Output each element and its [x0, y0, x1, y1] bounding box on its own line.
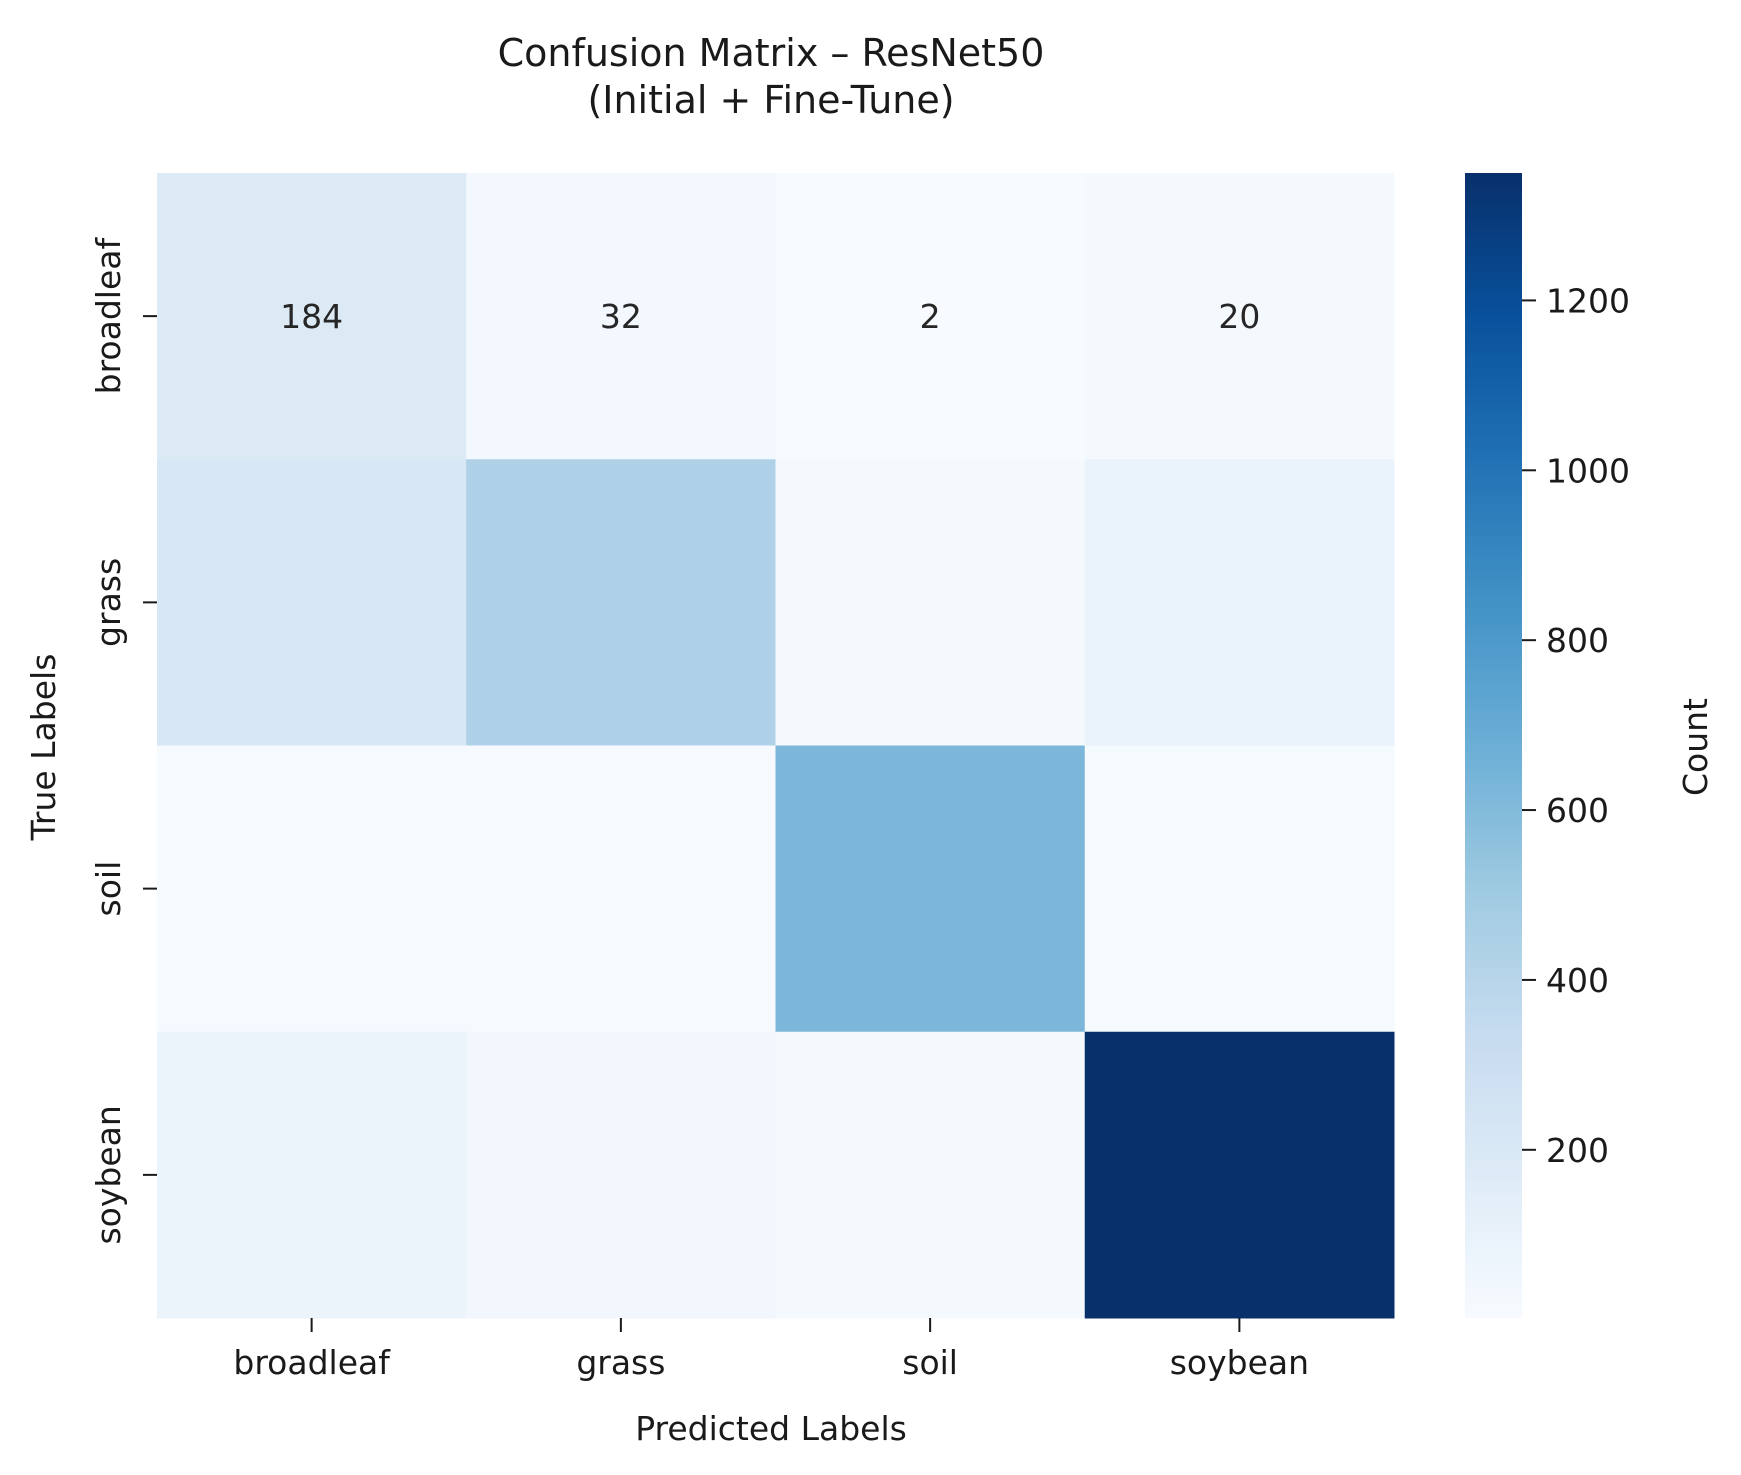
heatmap-cell-broadleaf-broadleaf: [157, 173, 467, 460]
heatmap-cell-soil-grass: [466, 745, 776, 1033]
x-axis-label: Predicted Labels: [635, 1409, 907, 1448]
x-tick-label: soil: [902, 1343, 958, 1382]
colorbar: [1465, 173, 1522, 1318]
y-tick-label: grass: [89, 558, 128, 647]
heatmap-cell-soybean-soybean: [1084, 1031, 1395, 1319]
colorbar-tick-label: 400: [1546, 961, 1609, 1000]
heatmap-cell-soil-broadleaf: [157, 745, 467, 1033]
heatmap-cell-soybean-grass: [466, 1031, 776, 1319]
heatmap-cell-grass-soil: [775, 459, 1086, 746]
cell-annotation: 184: [280, 297, 343, 336]
colorbar-label: Count: [1676, 698, 1715, 796]
heatmap-cell-soybean-soil: [775, 1031, 1086, 1319]
heatmap-cell-broadleaf-soybean: [1084, 173, 1395, 460]
colorbar-tick-label: 800: [1546, 621, 1609, 660]
heatmap-cells: [157, 173, 1395, 1319]
cell-annotation: 32: [600, 297, 642, 336]
x-tick-label: soybean: [1170, 1343, 1309, 1382]
colorbar-tick-label: 1200: [1546, 281, 1630, 320]
heatmap-cell-grass-broadleaf: [157, 459, 467, 746]
colorbar-tick-label: 200: [1546, 1131, 1609, 1170]
y-axis-label: True Labels: [24, 654, 63, 842]
chart-subtitle: (Initial + Fine-Tune): [587, 78, 954, 122]
heatmap-cell-soil-soil: [775, 745, 1086, 1033]
heatmap-cell-grass-soybean: [1084, 459, 1395, 746]
heatmap-cell-soil-soybean: [1084, 745, 1395, 1033]
colorbar-ticks: 200 400 600 800 1000 1200: [1522, 281, 1630, 1170]
x-tick-label: broadleaf: [233, 1343, 391, 1382]
heatmap-cell-soybean-broadleaf: [157, 1031, 467, 1319]
colorbar-tick-label: 1000: [1546, 451, 1630, 490]
y-tick-label: broadleaf: [89, 237, 128, 395]
x-axis-ticks: broadleaf grass soil soybean: [233, 1318, 1309, 1382]
y-tick-label: soil: [89, 861, 128, 917]
colorbar-tick-label: 600: [1546, 791, 1609, 830]
heatmap-cell-broadleaf-grass: [466, 173, 776, 460]
cell-annotations: 184 32 2 20: [280, 297, 1260, 336]
chart-title: Confusion Matrix – ResNet50: [498, 31, 1045, 75]
cell-annotation: 20: [1218, 297, 1260, 336]
heatmap-cell-grass-grass: [466, 459, 776, 746]
x-tick-label: grass: [576, 1343, 665, 1382]
y-axis-ticks: broadleaf grass soil soybean: [89, 237, 157, 1245]
cell-annotation: 2: [920, 297, 941, 336]
y-tick-label: soybean: [89, 1105, 128, 1244]
heatmap-cell-broadleaf-soil: [775, 173, 1086, 460]
